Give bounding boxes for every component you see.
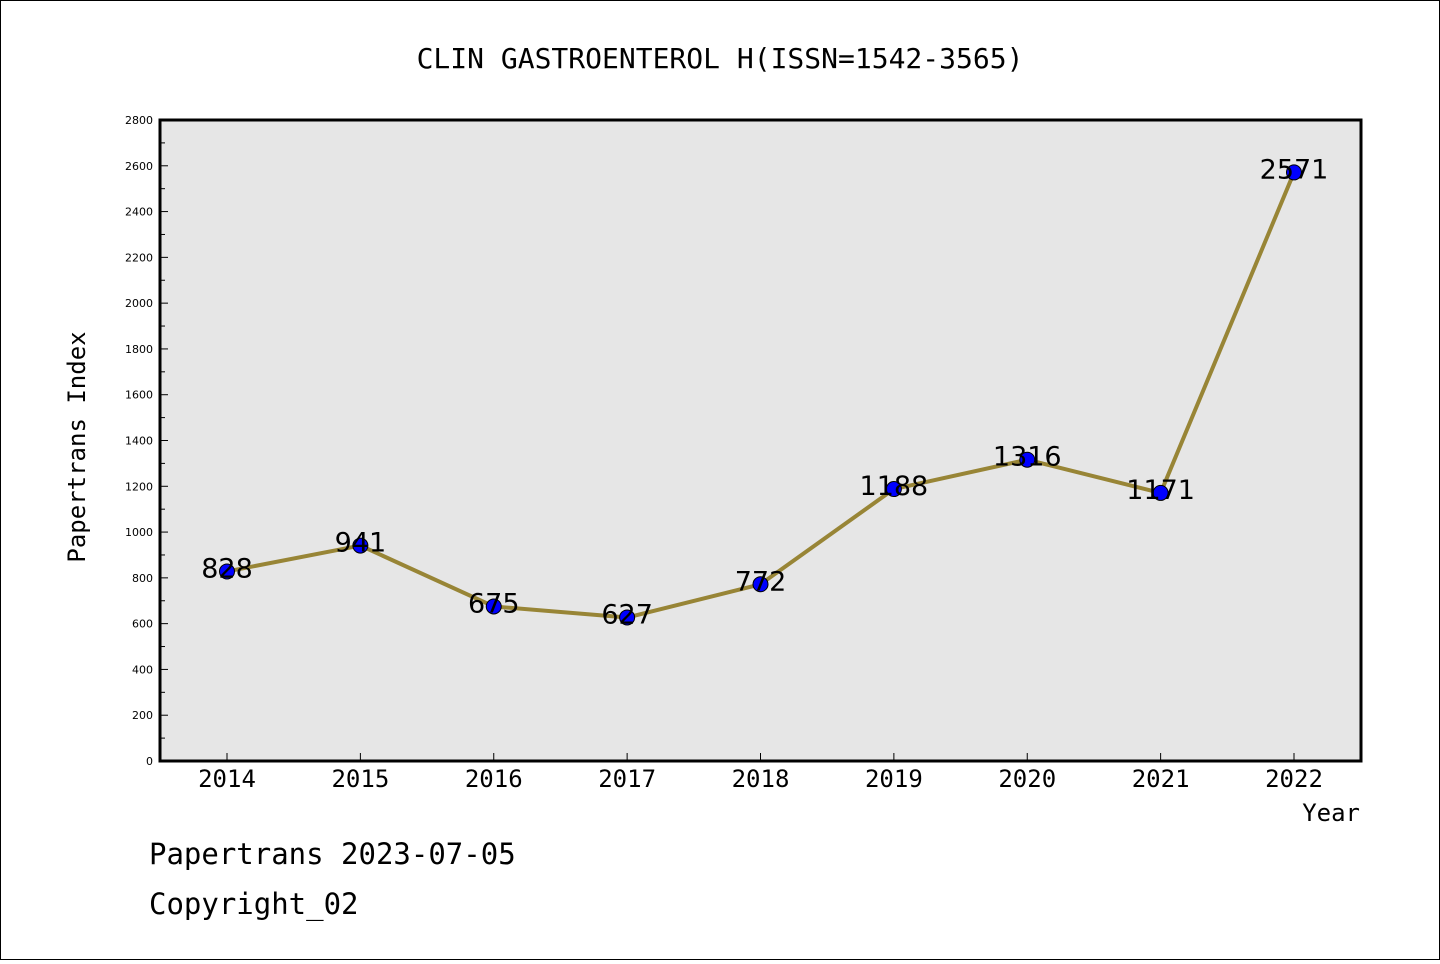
data-labels: 828 941 675 627 772 1188 1316 1171 2571 bbox=[201, 154, 1328, 630]
y-tick-label: 2000 bbox=[125, 297, 153, 310]
y-tick-label: 2400 bbox=[125, 206, 153, 219]
y-tick-label: 2600 bbox=[125, 160, 153, 173]
y-tick-label: 400 bbox=[132, 663, 153, 676]
y-tick-label: 200 bbox=[132, 709, 153, 722]
y-tick-label: 2800 bbox=[125, 114, 153, 127]
data-label: 828 bbox=[201, 553, 253, 584]
data-label: 2571 bbox=[1260, 154, 1329, 185]
data-point bbox=[752, 576, 769, 593]
data-point bbox=[1152, 484, 1169, 501]
x-tick-label: 2020 bbox=[998, 765, 1056, 793]
footer-copyright: Copyright_02 bbox=[149, 887, 359, 922]
data-label: 1188 bbox=[860, 471, 929, 502]
x-tick-label: 2016 bbox=[465, 765, 523, 793]
y-tick-label: 1600 bbox=[125, 389, 153, 402]
x-tick-label: 2014 bbox=[198, 765, 256, 793]
data-label: 627 bbox=[601, 599, 653, 630]
data-label: 1171 bbox=[1126, 475, 1195, 506]
footer-date: Papertrans 2023-07-05 bbox=[149, 837, 516, 871]
y-tick-label: 600 bbox=[132, 618, 153, 631]
x-axis-ticks: 2014 2015 2016 2017 2018 2019 2020 2021 2022 bbox=[198, 753, 1323, 793]
data-point bbox=[352, 537, 369, 554]
y-tick-label: 800 bbox=[132, 572, 153, 585]
y-tick-label: 1200 bbox=[125, 480, 153, 493]
data-point bbox=[885, 481, 902, 498]
y-axis-label: Papertrans Index bbox=[63, 331, 91, 562]
x-tick-label: 2018 bbox=[732, 765, 790, 793]
y-tick-label: 1400 bbox=[125, 435, 153, 448]
y-tick-label: 0 bbox=[146, 755, 153, 768]
data-point bbox=[1286, 164, 1302, 181]
y-tick-label: 1800 bbox=[125, 343, 153, 356]
data-point bbox=[485, 598, 502, 615]
data-label: 772 bbox=[735, 566, 787, 597]
x-axis-label: Year bbox=[1302, 799, 1360, 827]
y-tick-label: 2200 bbox=[125, 251, 153, 264]
x-tick-label: 2022 bbox=[1265, 765, 1323, 793]
y-tick-label: 1000 bbox=[125, 526, 153, 539]
plot-border bbox=[158, 118, 1363, 763]
x-tick-label: 2021 bbox=[1132, 765, 1190, 793]
series-group bbox=[219, 164, 1302, 626]
x-tick-label: 2015 bbox=[331, 765, 389, 793]
x-tick-label: 2017 bbox=[598, 765, 656, 793]
data-label: 941 bbox=[335, 528, 387, 559]
data-label: 1316 bbox=[993, 442, 1062, 473]
data-point bbox=[1019, 451, 1036, 468]
chart-title: CLIN GASTROENTEROL H(ISSN=1542-3565) bbox=[417, 42, 1024, 75]
x-tick-label: 2019 bbox=[865, 765, 923, 793]
data-point bbox=[619, 609, 636, 626]
data-label: 675 bbox=[468, 588, 520, 619]
plot-area bbox=[160, 120, 1361, 761]
data-point bbox=[219, 563, 235, 580]
